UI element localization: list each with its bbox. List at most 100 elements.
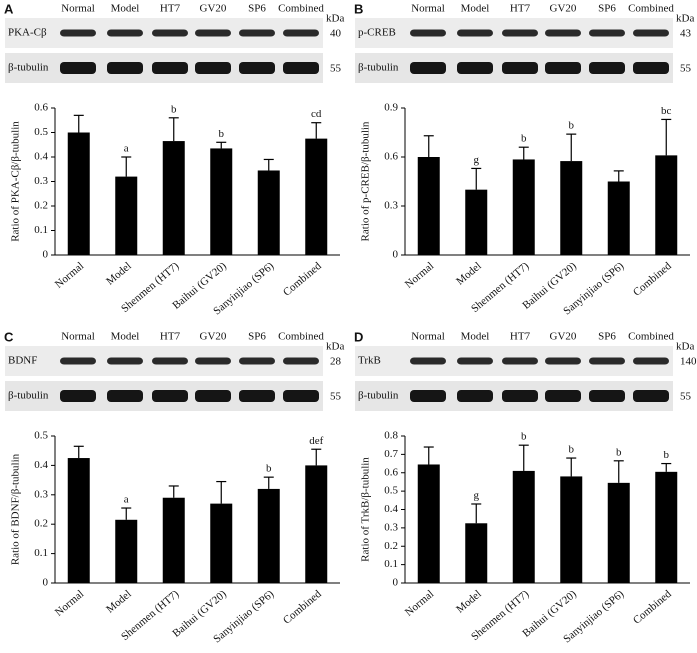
protein-label: PKA-Cβ bbox=[8, 27, 47, 39]
lane-label: SP6 bbox=[248, 3, 266, 15]
significance-label: a bbox=[124, 494, 129, 506]
blot-band bbox=[589, 62, 625, 74]
blot-band bbox=[152, 357, 188, 365]
blot-band bbox=[502, 390, 538, 402]
blot-band bbox=[107, 357, 143, 365]
blot-band bbox=[60, 62, 96, 74]
lane-label: Normal bbox=[61, 3, 95, 15]
blot-band bbox=[545, 390, 581, 402]
significance-label: cd bbox=[311, 108, 322, 120]
y-tick-label: 0.7 bbox=[384, 448, 398, 460]
significance-label: b bbox=[521, 133, 527, 145]
bar bbox=[67, 458, 90, 583]
lane-label: Model bbox=[111, 331, 140, 343]
lane-label: Model bbox=[461, 331, 490, 343]
y-axis-label: Ratio of PKA-Cβ/β-tubulin bbox=[10, 121, 22, 242]
bar bbox=[465, 189, 488, 255]
significance-label: bc bbox=[661, 105, 672, 117]
blot-band bbox=[239, 62, 275, 74]
bar bbox=[115, 519, 138, 583]
mw-unit: kDa bbox=[676, 341, 694, 353]
lane-label: HT7 bbox=[510, 331, 531, 343]
blot-band bbox=[239, 390, 275, 402]
x-tick-label: Model bbox=[454, 588, 484, 616]
y-tick-label: 0.4 bbox=[34, 459, 48, 471]
blot-band bbox=[457, 390, 493, 402]
mw-label: 55 bbox=[330, 391, 342, 403]
blot-band bbox=[633, 62, 669, 74]
blot-band bbox=[633, 390, 669, 402]
blot-band bbox=[239, 357, 275, 365]
significance-label: def bbox=[309, 435, 323, 447]
panel-letter: C bbox=[4, 329, 14, 344]
lane-label: GV20 bbox=[550, 331, 577, 343]
lane-label: Normal bbox=[411, 331, 445, 343]
blot-band bbox=[60, 29, 96, 37]
y-axis-label: Ratio of TrkB/β-tubulin bbox=[360, 457, 372, 562]
bar bbox=[305, 465, 328, 583]
lane-label: Model bbox=[111, 3, 140, 15]
blot-band bbox=[589, 29, 625, 37]
blot-band bbox=[410, 29, 446, 37]
y-tick-label: 0.8 bbox=[384, 430, 398, 442]
blot-band bbox=[633, 29, 669, 37]
blot-band bbox=[152, 29, 188, 37]
mw-label: 43 bbox=[680, 28, 692, 40]
blot-band bbox=[283, 62, 319, 74]
blot-band bbox=[195, 357, 231, 365]
x-tick-label: Combined bbox=[281, 588, 324, 627]
x-tick-label: Model bbox=[104, 588, 134, 616]
bar bbox=[210, 148, 233, 255]
significance-label: a bbox=[124, 143, 129, 155]
blot-band bbox=[283, 357, 319, 365]
bar bbox=[512, 470, 535, 583]
lane-label: SP6 bbox=[598, 331, 616, 343]
significance-label: b bbox=[664, 449, 670, 461]
lane-label: GV20 bbox=[200, 3, 227, 15]
y-tick-label: 0.3 bbox=[34, 488, 48, 500]
blot-band bbox=[633, 357, 669, 365]
bar bbox=[417, 464, 440, 583]
lane-label: Model bbox=[461, 3, 490, 15]
mw-label: 55 bbox=[330, 63, 342, 75]
mw-unit: kDa bbox=[676, 13, 694, 25]
blot-band bbox=[502, 357, 538, 365]
y-tick-label: 0.2 bbox=[34, 200, 48, 212]
bar bbox=[210, 503, 233, 583]
blot-band bbox=[410, 62, 446, 74]
significance-label: b bbox=[569, 444, 575, 456]
blot-band bbox=[195, 29, 231, 37]
lane-label: SP6 bbox=[598, 3, 616, 15]
panel-letter: B bbox=[354, 1, 363, 16]
blot-band bbox=[195, 62, 231, 74]
lane-label: Combined bbox=[628, 3, 674, 15]
x-tick-label: Combined bbox=[631, 588, 674, 627]
x-tick-label: Normal bbox=[53, 260, 86, 291]
panel-letter: A bbox=[4, 1, 14, 16]
bar bbox=[607, 482, 630, 583]
x-tick-label: Model bbox=[454, 260, 484, 288]
mw-label: 55 bbox=[680, 63, 692, 75]
mw-unit: kDa bbox=[326, 13, 344, 25]
y-axis-label: Ratio of p-CREB/β-tubulin bbox=[360, 121, 372, 241]
blot-band bbox=[502, 29, 538, 37]
y-tick-label: 0.2 bbox=[384, 540, 398, 552]
blot-band bbox=[545, 357, 581, 365]
lane-label: Combined bbox=[628, 331, 674, 343]
lane-label: GV20 bbox=[550, 3, 577, 15]
mw-unit: kDa bbox=[326, 341, 344, 353]
significance-label: b bbox=[521, 431, 527, 443]
blot-band bbox=[457, 62, 493, 74]
y-tick-label: 0.5 bbox=[34, 430, 48, 442]
x-tick-label: Normal bbox=[53, 588, 86, 619]
blot-band bbox=[589, 357, 625, 365]
mw-label: 140 bbox=[680, 356, 697, 368]
y-tick-label: 0 bbox=[43, 577, 49, 589]
blot-band bbox=[457, 357, 493, 365]
protein-label: TrkB bbox=[358, 355, 381, 367]
bar bbox=[560, 476, 583, 583]
lane-label: Normal bbox=[61, 331, 95, 343]
